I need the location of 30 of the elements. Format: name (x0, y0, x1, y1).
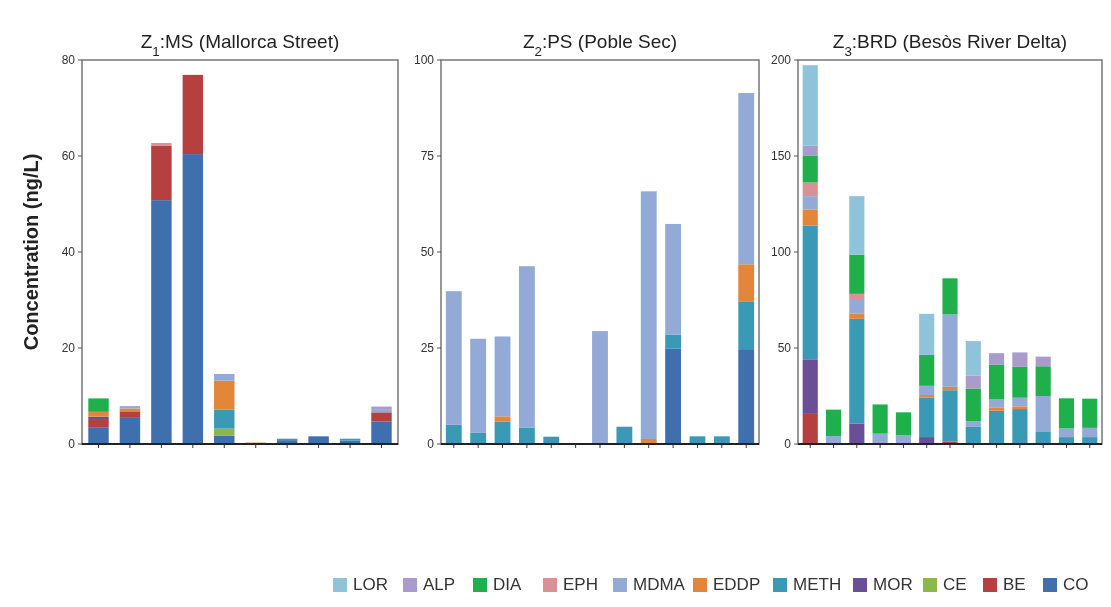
legend-label: EDDP (713, 575, 761, 594)
legend-label: CE (943, 575, 967, 594)
legend-label: ALP (423, 575, 456, 594)
y-tick-label: 75 (420, 149, 435, 164)
y-tick-label: 0 (68, 437, 76, 452)
legend-label: MOR (873, 575, 913, 594)
legend-label: BE (1003, 575, 1026, 594)
y-tick-label: 25 (420, 341, 435, 356)
legend-label: MDMA (633, 575, 686, 594)
chart-title: Z$_{2}$:PS (Poble Sec) (522, 31, 678, 59)
legend-label: DIA (493, 575, 522, 594)
y-tick-label: 40 (61, 245, 76, 260)
chart-title: Z$_{3}$:BRD (Besòs River Delta) (832, 31, 1068, 59)
y-tick-label: 0 (427, 437, 435, 452)
legend-label: LOR (353, 575, 388, 594)
y-tick-label: 60 (61, 149, 76, 164)
y-tick-label: 100 (413, 53, 435, 68)
y-tick-label: 50 (420, 245, 435, 260)
legend-label: EPH (563, 575, 598, 594)
y-tick-label: 200 (770, 53, 792, 68)
legend-label: METH (793, 575, 842, 594)
y-tick-label: 0 (784, 437, 792, 452)
y-tick-label: 150 (770, 149, 792, 164)
y-tick-label: 80 (61, 53, 76, 68)
chart-title: Z$_{1}$:MS (Mallorca Street) (140, 31, 340, 59)
y-tick-label: 50 (777, 341, 792, 356)
y-tick-label: 100 (770, 245, 792, 260)
legend-label: CO (1063, 575, 1089, 594)
y-axis-title: Concentration (ng/L) (20, 153, 42, 351)
y-tick-label: 20 (61, 341, 76, 356)
